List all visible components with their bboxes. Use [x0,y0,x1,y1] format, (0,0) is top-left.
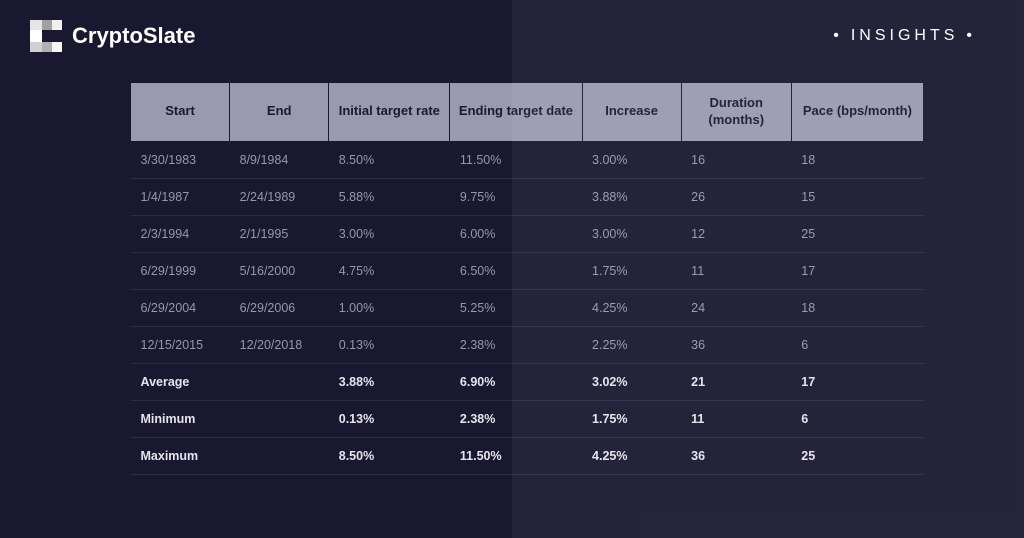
table-row: Average 3.88%6.90%3.02%2117 [131,363,924,400]
table-cell [230,363,329,400]
table-cell: 21 [681,363,791,400]
table-cell: 3.88% [582,178,681,215]
insights-label: INSIGHTS [825,27,984,45]
table-cell: Maximum [131,437,230,474]
table-cell: 25 [791,437,923,474]
table-cell: 2/1/1995 [230,215,329,252]
table-cell: 1/4/1987 [131,178,230,215]
table-header: Start End Initial target rate Ending tar… [131,83,924,142]
table-cell: 17 [791,363,923,400]
table-cell: 3.02% [582,363,681,400]
table-cell: 24 [681,289,791,326]
col-initial-rate: Initial target rate [329,83,450,142]
table-cell: 6 [791,326,923,363]
table-row: 12/15/201512/20/20180.13%2.38%2.25%366 [131,326,924,363]
table-row: 3/30/19838/9/19848.50%11.50%3.00%1618 [131,141,924,178]
table-cell: 18 [791,141,923,178]
table-row: Maximum 8.50%11.50%4.25%3625 [131,437,924,474]
table-row: 6/29/20046/29/20061.00%5.25%4.25%2418 [131,289,924,326]
cryptoslate-logo-icon [30,20,62,52]
table-cell: 6/29/1999 [131,252,230,289]
table-cell: 0.13% [329,326,450,363]
table-cell: 6 [791,400,923,437]
col-end: End [230,83,329,142]
table-cell: 1.75% [582,400,681,437]
table-row: 1/4/19872/24/19895.88%9.75%3.88%2615 [131,178,924,215]
table-body: 3/30/19838/9/19848.50%11.50%3.00%16181/4… [131,141,924,474]
table-cell: 4.75% [329,252,450,289]
col-start: Start [131,83,230,142]
table-cell: 25 [791,215,923,252]
table-cell: 16 [681,141,791,178]
table-cell: 6.50% [450,252,582,289]
table-cell [230,400,329,437]
table-cell: 8.50% [329,437,450,474]
table-cell: 5.88% [329,178,450,215]
brand: CryptoSlate [30,20,195,52]
table-cell: 11.50% [450,437,582,474]
table-container: Start End Initial target rate Ending tar… [0,62,1024,475]
table-cell: 6/29/2004 [131,289,230,326]
table-cell: 2/24/1989 [230,178,329,215]
table-cell: 2.38% [450,400,582,437]
table-cell: 2.25% [582,326,681,363]
table-cell: 2/3/1994 [131,215,230,252]
table-cell: 6.00% [450,215,582,252]
table-cell: 6.90% [450,363,582,400]
table-cell: Average [131,363,230,400]
table-cell: 11.50% [450,141,582,178]
table-cell: 4.25% [582,437,681,474]
table-cell: 11 [681,400,791,437]
table-cell: 5.25% [450,289,582,326]
table-cell [230,437,329,474]
table-cell: 9.75% [450,178,582,215]
table-cell: Minimum [131,400,230,437]
col-pace: Pace (bps/month) [791,83,923,142]
table-cell: 4.25% [582,289,681,326]
col-ending-rate: Ending target date [450,83,582,142]
table-cell: 12 [681,215,791,252]
table-cell: 3.00% [582,215,681,252]
table-cell: 3.00% [329,215,450,252]
table-cell: 12/20/2018 [230,326,329,363]
table-cell: 17 [791,252,923,289]
table-cell: 5/16/2000 [230,252,329,289]
table-row: 6/29/19995/16/20004.75%6.50%1.75%1117 [131,252,924,289]
table-cell: 3.88% [329,363,450,400]
header: CryptoSlate INSIGHTS [0,0,1024,62]
table-cell: 8/9/1984 [230,141,329,178]
table-cell: 1.75% [582,252,681,289]
table-cell: 18 [791,289,923,326]
table-cell: 3.00% [582,141,681,178]
col-increase: Increase [582,83,681,142]
col-duration: Duration (months) [681,83,791,142]
table-cell: 3/30/1983 [131,141,230,178]
table-cell: 1.00% [329,289,450,326]
table-cell: 8.50% [329,141,450,178]
table-cell: 36 [681,326,791,363]
table-row: Minimum 0.13%2.38%1.75%116 [131,400,924,437]
table-cell: 0.13% [329,400,450,437]
table-row: 2/3/19942/1/19953.00%6.00%3.00%1225 [131,215,924,252]
table-cell: 2.38% [450,326,582,363]
table-cell: 26 [681,178,791,215]
table-cell: 6/29/2006 [230,289,329,326]
table-cell: 11 [681,252,791,289]
rate-cycles-table: Start End Initial target rate Ending tar… [130,82,924,475]
brand-name: CryptoSlate [72,23,195,49]
table-cell: 36 [681,437,791,474]
table-cell: 15 [791,178,923,215]
table-cell: 12/15/2015 [131,326,230,363]
